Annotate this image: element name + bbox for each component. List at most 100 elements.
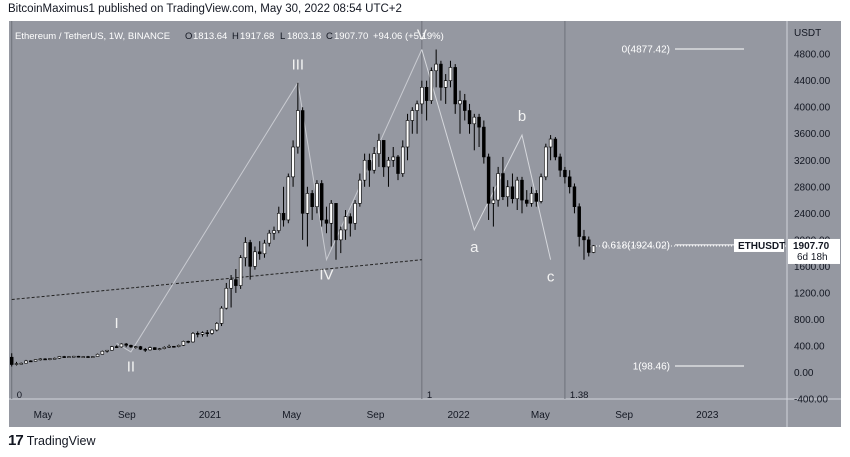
time-tick-label: May <box>282 410 301 421</box>
time-axis-background <box>9 399 841 427</box>
candle <box>114 345 119 348</box>
candle-body <box>38 358 43 361</box>
candle-body <box>129 344 133 348</box>
candle <box>67 356 71 358</box>
candle <box>300 107 305 240</box>
candle <box>529 186 534 207</box>
candle <box>358 173 362 207</box>
candle-body <box>229 279 233 289</box>
time-tick-label: 2022 <box>448 410 471 421</box>
candle <box>52 357 57 360</box>
publisher-header: BitcoinMaximus1 published on TradingView… <box>8 3 402 15</box>
candle-body <box>124 343 128 346</box>
candle-body <box>191 333 195 343</box>
candle <box>405 113 410 161</box>
candle-body <box>434 63 438 72</box>
candle <box>133 345 138 349</box>
candle-body <box>76 355 81 358</box>
candle-body <box>267 232 271 244</box>
candle-body <box>410 110 415 121</box>
candle-body <box>24 360 28 364</box>
candle <box>548 135 553 161</box>
candle <box>262 239 267 258</box>
candle <box>281 186 286 227</box>
legend-high-label: H <box>232 31 239 42</box>
candle-body <box>272 230 276 234</box>
candle <box>234 269 238 293</box>
candle-body <box>305 193 310 214</box>
candle <box>267 229 271 247</box>
candle <box>486 153 491 220</box>
candle-body <box>553 138 558 158</box>
price-tick-label: 3200.00 <box>794 156 831 167</box>
candle-body <box>19 362 23 365</box>
candle-body <box>529 193 534 204</box>
candle <box>339 226 343 254</box>
candle-body <box>291 146 295 178</box>
candle-body <box>95 353 100 357</box>
price-tick-label: 2400.00 <box>794 209 831 220</box>
candle-body <box>334 203 338 241</box>
wave-label: IV <box>319 267 333 284</box>
candle-body <box>138 346 143 350</box>
legend-change: +94.06 (+5.19%) <box>373 31 444 42</box>
time-tick-label: 2023 <box>696 410 719 421</box>
candle <box>119 343 124 348</box>
candle-body <box>339 229 343 241</box>
legend-high-value: 1917.68 <box>240 31 274 42</box>
wave-label: I <box>115 315 119 332</box>
candle <box>176 344 181 348</box>
candle <box>277 206 281 234</box>
fib-time-label: 0 <box>17 390 22 401</box>
fib-level-label: 1(98.46) <box>633 361 670 372</box>
candle-body <box>262 242 267 255</box>
legend-symbol: Ethereum / TetherUS, 1W, BINANCE <box>15 31 170 42</box>
candle <box>453 64 457 114</box>
candle <box>238 255 243 289</box>
candle <box>386 156 391 187</box>
candle-body <box>167 345 171 348</box>
price-chart[interactable]: -400.000.00400.00800.001200.001600.00200… <box>0 0 850 430</box>
candle-body <box>401 146 405 174</box>
candle <box>348 213 353 237</box>
candle-body <box>176 344 181 347</box>
candle <box>181 340 186 346</box>
candle-body <box>148 347 152 351</box>
candle-body <box>396 156 400 174</box>
price-tick-label: -400.00 <box>794 395 828 406</box>
candle-body <box>143 348 147 351</box>
candle <box>200 331 205 337</box>
candle <box>415 100 419 134</box>
candle-body <box>501 173 505 198</box>
candle-body <box>296 110 300 148</box>
candle <box>100 350 105 355</box>
candle <box>362 153 367 187</box>
last-price-tag: 1907.70 6d 18h <box>788 238 840 264</box>
candle <box>148 346 152 351</box>
candle <box>510 173 515 204</box>
candle-body <box>558 156 562 171</box>
candle-body <box>563 169 567 178</box>
candle <box>210 329 214 335</box>
last-price-countdown: 6d 18h <box>797 252 828 263</box>
candle <box>329 200 333 247</box>
candle-body <box>71 355 76 358</box>
candle <box>477 113 481 147</box>
candle <box>463 93 467 121</box>
price-tick-label: 800.00 <box>794 315 825 326</box>
legend-close-label: C <box>326 31 333 42</box>
price-axis-background <box>787 21 841 399</box>
candle <box>467 103 472 134</box>
candle-body <box>477 116 481 128</box>
candle-body <box>310 193 314 207</box>
candle <box>582 229 586 260</box>
candle-body <box>420 87 424 105</box>
candle-body <box>367 159 372 171</box>
candle-body <box>439 63 443 88</box>
candle-body <box>463 100 467 111</box>
candle <box>138 345 143 350</box>
symbol-legend: Ethereum / TetherUS, 1W, BINANCE O 1813.… <box>15 31 444 42</box>
candle-body <box>567 176 572 188</box>
wave-label: c <box>547 269 555 286</box>
candle <box>591 245 596 254</box>
